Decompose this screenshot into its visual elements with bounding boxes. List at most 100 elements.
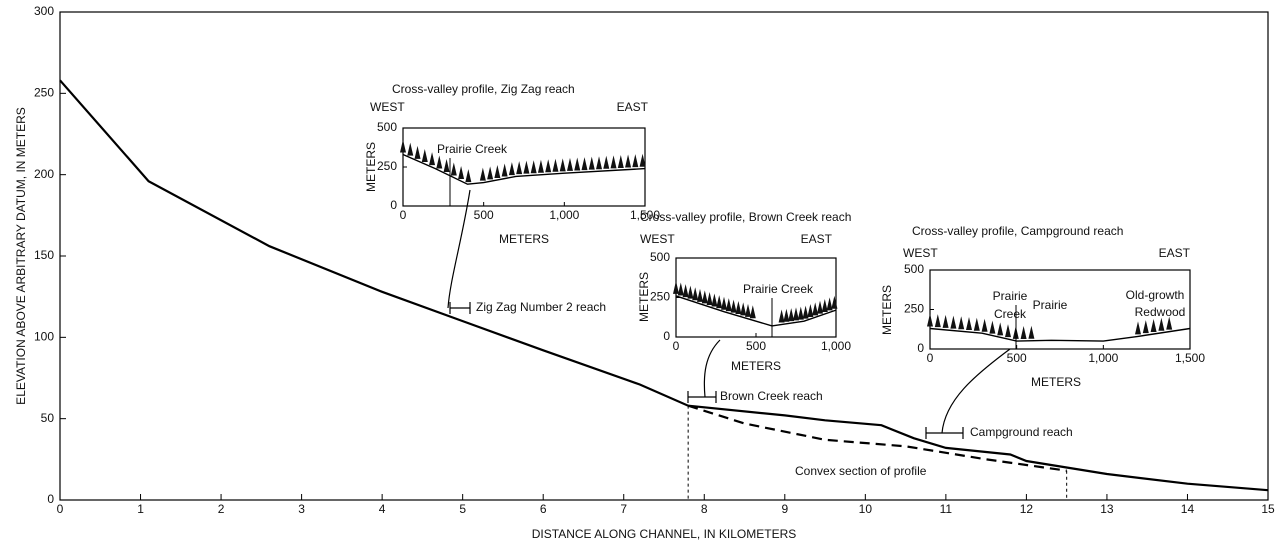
profile-line [687,404,1067,472]
east-label: EAST [617,100,649,114]
x-tick-label: 12 [1020,502,1034,516]
tree [436,155,443,169]
y-tick-label: 150 [34,248,54,262]
tree [778,309,785,323]
y-tick-label: 500 [377,120,397,134]
tree [617,154,624,168]
tree [783,308,790,322]
y-tick-label: 300 [34,4,54,18]
x-tick-label: 500 [1007,351,1027,365]
tree [682,284,689,298]
tree [1166,316,1173,330]
x-tick-label: 9 [781,502,788,516]
x-tick-label: 0 [400,208,407,222]
y-tick-label: 500 [904,262,924,276]
feature-label: Prairie Creek [743,282,814,296]
tree [610,155,617,169]
tree [735,300,742,314]
x-axis-label: METERS [731,359,781,373]
y-axis-label: METERS [637,272,651,322]
x-tick-label: 6 [540,502,547,516]
y-tick-label: 500 [650,250,670,264]
west-label: WEST [640,232,675,246]
tree [458,166,465,180]
tree [1028,325,1035,339]
x-tick-label: 13 [1100,502,1114,516]
west-label: WEST [370,100,405,114]
tree [516,161,523,175]
tree [706,291,713,305]
reach-bar [449,302,471,314]
profile-line [402,153,646,185]
y-tick-label: 250 [34,86,54,100]
tree [523,160,530,174]
y-tick-label: 0 [390,198,397,212]
x-tick-label: 1,000 [549,208,579,222]
tree [989,320,996,334]
profile-line [929,327,1191,342]
tree [966,317,972,331]
tree [1005,324,1011,338]
tree [821,299,828,313]
tree [400,139,406,153]
x-tick-label: 2 [218,502,225,516]
y-tick-label: 0 [47,492,54,506]
tree [559,158,566,172]
tree [537,159,544,173]
tree [1150,318,1157,332]
tree [797,306,804,320]
tree [639,153,646,167]
x-tick-label: 15 [1261,502,1275,516]
y-tick-label: 200 [34,167,54,181]
tree [701,290,708,304]
tree [625,154,632,168]
leader [447,189,471,309]
y-tick-label: 100 [34,330,54,344]
feature-label: Prairie [993,289,1028,303]
tree [687,285,694,299]
feature-label: Old-growth [1126,288,1185,302]
feature-label: Prairie Creek [437,142,508,156]
tree [807,303,814,317]
tree [802,305,809,319]
x-tick-label: 3 [298,502,305,516]
tree [749,305,756,319]
tree [817,300,823,314]
tree [552,158,559,172]
tree [421,148,428,162]
y-axis-label: METERS [880,285,894,335]
y-tick-label: 250 [377,159,397,173]
tree [443,159,450,173]
tree [1142,320,1149,334]
x-tick-label: 10 [859,502,873,516]
tree [673,280,679,294]
inset-title: Cross-valley profile, Zig Zag reach [392,82,575,96]
tree [1135,321,1141,335]
tree [950,315,957,329]
tree [831,295,838,309]
tree [530,160,537,174]
annotation: Campground reach [970,425,1073,439]
tree [407,142,414,156]
tree [716,295,723,309]
x-tick-label: 1,500 [1175,351,1205,365]
tree [465,169,472,183]
x-axis-label: METERS [1031,375,1081,389]
annotation: Brown Creek reach [720,389,823,403]
x-tick-label: 4 [379,502,386,516]
tree [545,159,552,173]
inset-title: Cross-valley profile, Campground reach [912,224,1123,238]
tree [1020,325,1027,339]
tree [1158,317,1165,331]
west-label: WEST [903,246,938,260]
tree [788,308,795,322]
x-tick-label: 7 [620,502,627,516]
leader [703,339,721,398]
tree [697,288,703,302]
inset-title: Cross-valley profile, Brown Creek reach [640,210,851,224]
tree [581,157,588,171]
x-tick-label: 500 [746,339,766,353]
x-tick-label: 14 [1181,502,1195,516]
tree [429,152,436,166]
